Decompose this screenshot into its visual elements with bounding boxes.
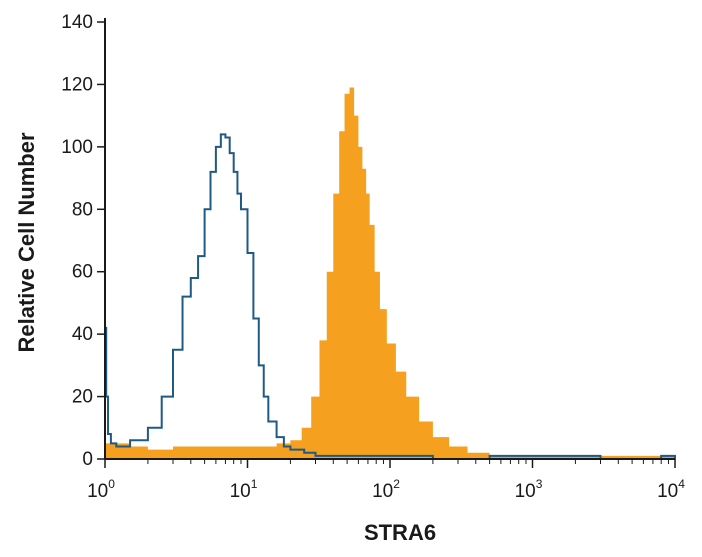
y-axis-title: Relative Cell Number (14, 132, 39, 353)
y-tick-label: 0 (82, 449, 93, 470)
control-outline-histogram-layer (105, 133, 676, 460)
x-tick-label: 100 (87, 477, 115, 502)
y-tick-label: 60 (72, 262, 93, 283)
x-tick-label: 102 (372, 477, 400, 502)
y-tick-label: 120 (61, 74, 93, 95)
y-tick-label: 140 (61, 12, 93, 33)
filled-histogram-series (105, 87, 675, 460)
x-axis-title: STRA6 (364, 520, 436, 545)
x-axis-ticks: 100 101 102 103 104 (87, 459, 685, 502)
y-tick-label: 20 (72, 387, 93, 408)
outline-histogram-series (105, 133, 676, 460)
y-tick-label: 100 (61, 137, 93, 158)
stra6-filled-histogram-layer (105, 87, 675, 460)
x-tick-label: 101 (230, 477, 258, 502)
x-tick-label: 103 (515, 477, 543, 502)
y-tick-label: 80 (72, 199, 93, 220)
y-tick-label: 40 (72, 324, 93, 345)
x-tick-label: 104 (657, 477, 685, 502)
y-axis-ticks: 0 20 40 60 80 100 120 140 (61, 12, 105, 470)
